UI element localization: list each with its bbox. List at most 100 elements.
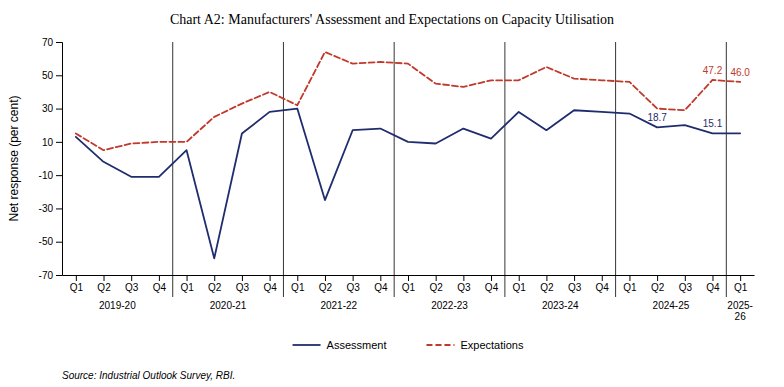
data-labels: 18.7 15.1 47.2 46.0 <box>647 65 750 129</box>
source: Source: Industrial Outlook Survey, RBI. <box>62 370 235 381</box>
x-tick-label: Q4 <box>706 282 720 293</box>
data-label: 46.0 <box>730 67 750 78</box>
x-tick-mark <box>104 275 105 281</box>
x-tick-mark <box>519 275 520 281</box>
x-tick-label: Q4 <box>374 282 388 293</box>
x-tick-label: Q2 <box>651 282 665 293</box>
title: Chart A2: Manufacturers' Assessment and … <box>170 12 614 27</box>
y-tick: -70 <box>39 270 62 281</box>
y-tick-mark <box>56 242 62 243</box>
x-tick-label: Q2 <box>319 282 333 293</box>
y-tick: -10 <box>39 170 62 181</box>
x-tick-mark <box>602 275 603 281</box>
x-tick: Q4 <box>263 275 277 293</box>
x-tick-label: Q3 <box>568 282 582 293</box>
year-label: 2020-21 <box>210 300 247 311</box>
year-divider <box>726 42 727 297</box>
data-label: 47.2 <box>703 65 723 76</box>
x-tick-label: Q1 <box>402 282 416 293</box>
y-tick-label: 30 <box>42 103 54 114</box>
x-tick: Q1 <box>623 275 637 293</box>
year-label: 2025-26 <box>727 300 753 322</box>
x-tick: Q1 <box>402 275 416 293</box>
data-label: 15.1 <box>703 118 723 129</box>
x-tick: Q1 <box>513 275 527 293</box>
chart: Chart A2: Manufacturers' Assessment and … <box>0 0 784 387</box>
y-tick-label: 70 <box>42 37 54 48</box>
x-tick-mark <box>712 275 713 281</box>
x-tick-label: Q2 <box>97 282 111 293</box>
year-divider <box>172 42 173 297</box>
x-tick: Q1 <box>291 275 305 293</box>
y-tick-label: 50 <box>42 70 54 81</box>
legend-swatch <box>426 344 454 346</box>
x-tick-label: Q1 <box>623 282 637 293</box>
x-tick: Q1 <box>734 275 748 293</box>
y-tick-mark <box>56 142 62 143</box>
legend-item: Expectations <box>426 339 523 351</box>
y-tick: 50 <box>42 70 62 81</box>
x-tick: Q1 <box>70 275 84 293</box>
year-divider <box>283 42 284 297</box>
x-tick: Q1 <box>180 275 194 293</box>
legend-label: Expectations <box>460 339 523 351</box>
data-label: 18.7 <box>647 112 667 123</box>
x-tick-label: Q4 <box>485 282 499 293</box>
x-tick: Q3 <box>236 275 250 293</box>
x-tick: Q2 <box>208 275 222 293</box>
x-tick-label: Q3 <box>125 282 139 293</box>
x-tick: Q2 <box>97 275 111 293</box>
x-tick-mark <box>629 275 630 281</box>
year-label: 2019-20 <box>99 300 136 311</box>
x-tick: Q4 <box>485 275 499 293</box>
x-tick-mark <box>657 275 658 281</box>
x-tick-label: Q1 <box>513 282 527 293</box>
x-tick-mark <box>297 275 298 281</box>
x-tick-mark <box>491 275 492 281</box>
y-tick-label: -70 <box>39 270 54 281</box>
x-tick-mark <box>685 275 686 281</box>
x-tick-mark <box>131 275 132 281</box>
y-tick: -30 <box>39 203 62 214</box>
x-tick-mark <box>408 275 409 281</box>
year-label: 2023-24 <box>542 300 579 311</box>
year-label: 2022-23 <box>431 300 468 311</box>
x-tick: Q4 <box>153 275 167 293</box>
y-tick: 30 <box>42 103 62 114</box>
x-tick-mark <box>546 275 547 281</box>
x-tick-label: Q4 <box>596 282 610 293</box>
x-tick-mark <box>740 275 741 281</box>
y-tick-label: 10 <box>42 137 54 148</box>
y-tick-mark <box>56 275 62 276</box>
x-tick-mark <box>353 275 354 281</box>
legend: AssessmentExpectations <box>293 339 524 351</box>
x-tick: Q4 <box>706 275 720 293</box>
x-tick-label: Q3 <box>346 282 360 293</box>
y-tick-mark <box>56 109 62 110</box>
y-tick-mark <box>56 75 62 76</box>
y-tick-mark <box>56 42 62 43</box>
y-tick: 10 <box>42 137 62 148</box>
x-tick-mark <box>159 275 160 281</box>
x-tick: Q4 <box>596 275 610 293</box>
x-tick: Q3 <box>346 275 360 293</box>
x-axis: Q1 Q2 Q3 Q4 Q1 Q2 Q3 Q4 Q1 Q2 Q3 Q4 Q1 Q2 Q3 Q4 Q1 Q2 Q3 Q4… <box>63 275 755 293</box>
x-tick: Q3 <box>125 275 139 293</box>
x-tick: Q4 <box>374 275 388 293</box>
x-tick: Q2 <box>430 275 444 293</box>
x-tick-mark <box>380 275 381 281</box>
y-tick: -50 <box>39 236 62 247</box>
x-tick: Q3 <box>679 275 693 293</box>
y-tick-label: -30 <box>39 203 54 214</box>
x-tick: Q3 <box>457 275 471 293</box>
y-tick-label: -50 <box>39 236 54 247</box>
x-tick-label: Q1 <box>291 282 305 293</box>
x-tick: Q2 <box>651 275 665 293</box>
y-tick-mark <box>56 208 62 209</box>
x-tick-mark <box>463 275 464 281</box>
x-tick-label: Q4 <box>263 282 277 293</box>
y-axis-line <box>56 43 63 276</box>
x-tick: Q3 <box>568 275 582 293</box>
y-tick-mark <box>56 175 62 176</box>
x-tick-mark <box>574 275 575 281</box>
